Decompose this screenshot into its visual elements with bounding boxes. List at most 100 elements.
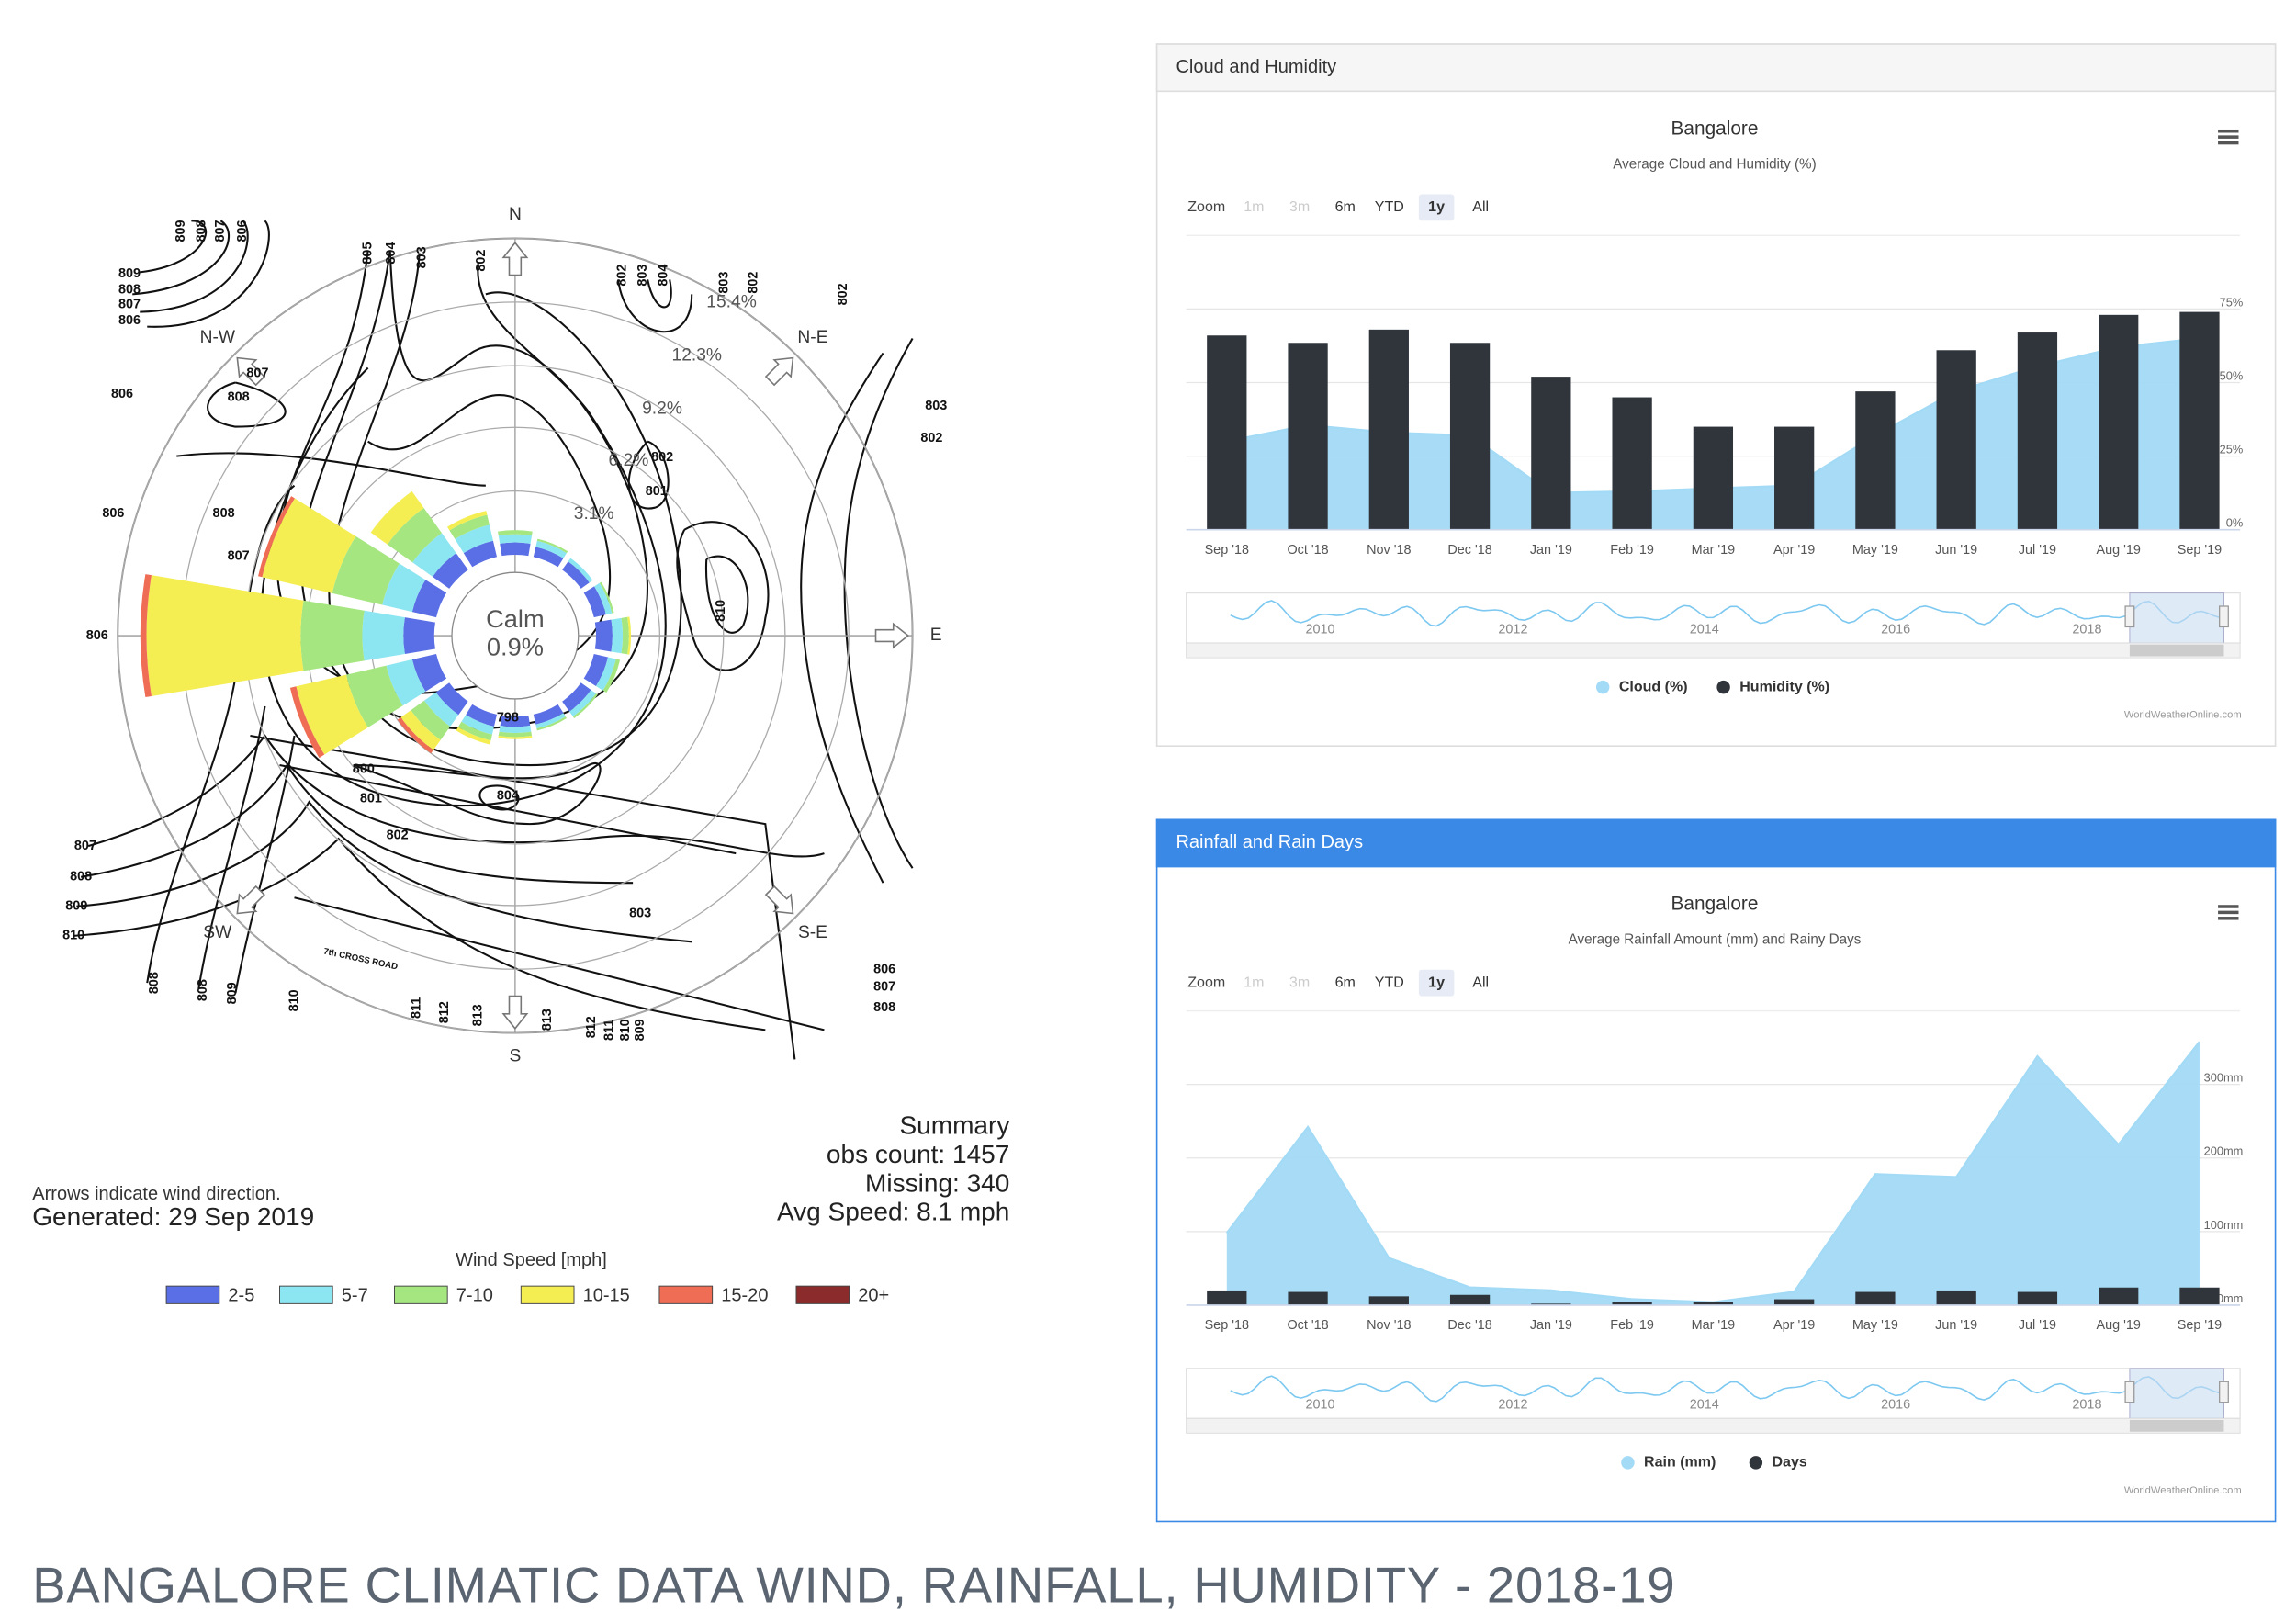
legend-label[interactable]: Cloud (%) xyxy=(1619,678,1688,694)
y-tick-label: 0% xyxy=(2226,516,2244,530)
rose-segment xyxy=(432,553,468,589)
direction-arrow xyxy=(236,885,265,915)
navigator-label: 2018 xyxy=(2072,1398,2101,1413)
rose-segment xyxy=(572,693,598,718)
x-tick-label: Sep '18 xyxy=(1205,543,1249,558)
rose-segment xyxy=(423,692,459,727)
contour-label: 801 xyxy=(360,792,382,806)
note: Arrows indicate wind direction. xyxy=(32,1184,280,1204)
x-tick-label: Aug '19 xyxy=(2096,543,2140,558)
x-tick-label: Apr '19 xyxy=(1773,1318,1815,1333)
zoom-button[interactable]: 3m xyxy=(1289,198,1310,215)
zoom-button[interactable]: YTD xyxy=(1375,198,1404,215)
legend-symbol[interactable] xyxy=(1749,1456,1763,1470)
panel-title: Cloud and Humidity xyxy=(1176,57,1336,77)
contour-label: 806 xyxy=(86,628,108,643)
rose-segment xyxy=(602,659,621,693)
rose-segment xyxy=(498,731,533,738)
scrollbar-thumb[interactable] xyxy=(2129,1419,2224,1432)
road-label: 7th CROSS ROAD xyxy=(322,947,399,973)
scrollbar-thumb[interactable] xyxy=(2129,644,2224,657)
contour-label: 811 xyxy=(409,997,423,1019)
arrow-shape xyxy=(874,622,910,649)
direction-label: SW xyxy=(203,923,232,942)
legend-swatch xyxy=(394,1285,448,1304)
navigator-handle[interactable] xyxy=(2124,605,2135,628)
legend-label[interactable]: Rain (mm) xyxy=(1644,1454,1716,1471)
contour-label: 808 xyxy=(194,220,208,242)
scrollbar[interactable] xyxy=(1186,1417,2241,1434)
zoom-button[interactable]: 1y xyxy=(1428,198,1445,215)
zoom-label: Zoom xyxy=(1187,198,1225,215)
direction-arrow xyxy=(764,885,794,915)
calm-label: Calm xyxy=(486,604,545,633)
rose-segment xyxy=(583,586,606,618)
bar xyxy=(1288,1291,1328,1305)
navigator-handle[interactable] xyxy=(2219,605,2229,628)
rose-segment xyxy=(599,581,614,614)
rose-segment xyxy=(594,619,613,652)
panel-title: Rainfall and Rain Days xyxy=(1176,832,1363,852)
rose-segment xyxy=(500,715,531,727)
contour-label: 803 xyxy=(415,246,430,268)
x-tick-label: Sep '19 xyxy=(2178,1318,2222,1333)
rose-segment xyxy=(289,686,325,759)
rose-segment xyxy=(498,534,533,544)
legend-label[interactable]: Days xyxy=(1772,1454,1806,1471)
navigator-label: 2014 xyxy=(1690,622,1719,637)
contour-label: 803 xyxy=(636,265,650,287)
chart-title: Bangalore xyxy=(1671,894,1759,915)
contour-label: 800 xyxy=(353,762,375,777)
menu-button[interactable] xyxy=(2218,129,2239,145)
y-tick-label: 50% xyxy=(2220,369,2244,383)
legend-symbol[interactable] xyxy=(1716,680,1730,694)
navigator-series xyxy=(1230,600,2226,627)
ring-label: 9.2% xyxy=(642,400,682,419)
navigator-window[interactable] xyxy=(2129,1368,2224,1419)
zoom-button[interactable]: All xyxy=(1472,974,1489,990)
rose-segment xyxy=(568,690,596,717)
rose-segment xyxy=(387,508,443,563)
summary-line: Missing: 340 xyxy=(865,1168,1009,1197)
contour-label: 803 xyxy=(629,907,651,921)
credit: WorldWeatherOnline.com xyxy=(2124,1485,2242,1496)
bar xyxy=(1288,343,1328,530)
zoom-button[interactable]: All xyxy=(1472,198,1489,215)
rose-segment xyxy=(568,558,593,583)
menu-button[interactable] xyxy=(2218,905,2239,920)
zoom-button[interactable]: 1m xyxy=(1244,974,1264,990)
rose-segment xyxy=(411,580,447,618)
x-tick-label: Sep '19 xyxy=(2178,543,2222,558)
legend-symbol[interactable] xyxy=(1595,680,1610,694)
ring xyxy=(117,237,914,1034)
zoom-button[interactable]: 6m xyxy=(1335,198,1356,215)
arrow-shape xyxy=(236,356,265,387)
x-tick-label: Feb '19 xyxy=(1610,543,1654,558)
zoom-button[interactable]: YTD xyxy=(1375,974,1404,990)
legend-symbol[interactable] xyxy=(1621,1456,1635,1470)
legend-label[interactable]: Humidity (%) xyxy=(1739,678,1829,694)
navigator-window[interactable] xyxy=(2129,592,2224,644)
chart-subtitle: Average Rainfall Amount (mm) and Rainy D… xyxy=(1569,932,1862,948)
zoom-button[interactable]: 1y xyxy=(1428,974,1445,990)
legend-swatch xyxy=(279,1285,333,1304)
panel-header xyxy=(1155,43,2277,93)
rose-segment xyxy=(332,535,400,605)
rose-segment xyxy=(457,721,492,741)
x-tick-label: Dec '18 xyxy=(1447,543,1491,558)
zoom-button[interactable]: 3m xyxy=(1289,974,1310,990)
rose-segment xyxy=(403,617,435,655)
contour-label: 808 xyxy=(147,972,162,994)
ring-label: 3.1% xyxy=(574,504,614,524)
bar xyxy=(1936,1290,1976,1305)
legend-swatch xyxy=(795,1285,850,1304)
x-tick-label: Nov '18 xyxy=(1367,543,1411,558)
zoom-button[interactable]: 6m xyxy=(1335,974,1356,990)
navigator-handle[interactable] xyxy=(2124,1381,2135,1403)
navigator-handle[interactable] xyxy=(2219,1381,2229,1403)
zoom-button[interactable]: 1m xyxy=(1244,198,1264,215)
bar xyxy=(1774,426,1815,530)
scrollbar[interactable] xyxy=(1186,642,2241,659)
legend-label: 7-10 xyxy=(456,1286,493,1306)
